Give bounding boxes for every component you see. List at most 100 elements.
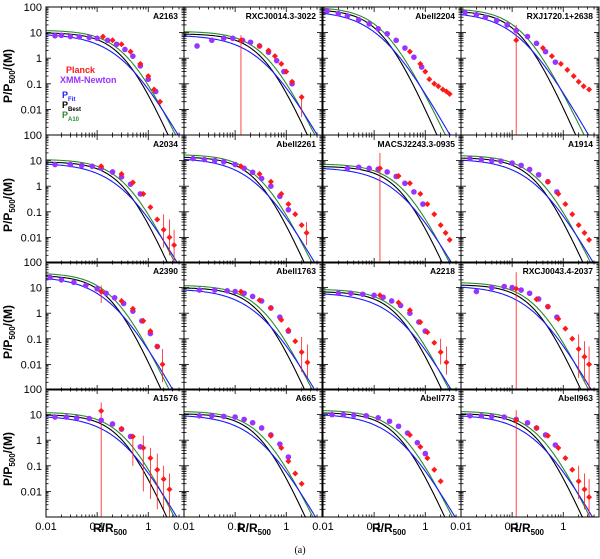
panel-title: RXCJ0043.4-2037 — [523, 266, 594, 276]
panel-frame — [183, 261, 323, 391]
xmm-point — [359, 291, 366, 298]
panel-grid: A2163 0.01 0.1 1 10 100 RXCJ0014.3-3022 Abell22… — [21, 2, 600, 533]
xmm-point — [497, 158, 504, 164]
best-curve — [46, 32, 184, 135]
planck-point — [569, 211, 576, 218]
xmm-point — [371, 292, 377, 299]
xmm-point — [220, 158, 227, 165]
planck-point — [437, 349, 444, 356]
xmm-point — [524, 419, 531, 426]
panel-title: Abell2204 — [415, 11, 455, 21]
y-tick-label: 100 — [24, 257, 42, 269]
panel-title: RXCJ0014.3-3022 — [246, 11, 317, 21]
xmm-point — [526, 166, 533, 173]
planck-point — [118, 425, 125, 432]
panel-title: Abell963 — [558, 393, 593, 403]
planck-point — [431, 211, 438, 218]
planck-point — [406, 180, 413, 187]
xmm-point — [201, 156, 208, 163]
xmm-point — [220, 35, 227, 42]
xmm-point — [224, 287, 231, 294]
best-curve — [323, 10, 461, 135]
legend-pfit: PFit — [62, 90, 75, 103]
planck-point — [555, 444, 562, 451]
xmm-point — [504, 22, 510, 28]
y-tick-label: 1 — [36, 435, 42, 447]
x-axis-label-2: R/R500 — [237, 521, 272, 537]
panel: MACSJ2243.3-0935 — [322, 134, 462, 264]
y-tick-label: 0.01 — [21, 104, 42, 116]
xmm-point — [67, 33, 74, 40]
planck-point — [237, 288, 244, 295]
x-tick-label: 0.1 — [504, 521, 519, 533]
panel-curves — [46, 159, 184, 263]
planck-point — [395, 173, 402, 180]
panel-title: Abell1763 — [276, 266, 316, 276]
xmm-point — [89, 163, 95, 170]
x-axis-label-4: R/R500 — [510, 521, 545, 537]
planck-point — [533, 296, 540, 303]
x-axis-label-1: R/R500 — [93, 521, 128, 537]
xmm-point — [344, 13, 351, 19]
panel-curves — [461, 272, 599, 390]
xmm-point — [524, 33, 531, 40]
planck-point — [285, 201, 292, 208]
fit-curve — [323, 168, 461, 263]
xmm-point — [348, 290, 354, 297]
panel-ticks — [322, 135, 462, 264]
fit-curve — [323, 12, 461, 135]
panel-curves — [184, 31, 322, 135]
panel-curves — [46, 402, 184, 517]
fit-curve — [184, 35, 322, 135]
a10-curve — [46, 273, 184, 390]
xmm-point — [67, 161, 74, 168]
a10-curve — [184, 31, 322, 135]
best-curve — [323, 291, 461, 390]
xmm-point — [58, 32, 65, 39]
planck-point — [376, 165, 383, 172]
panel-ticks — [322, 262, 462, 391]
planck-point — [417, 190, 424, 197]
y-tick-label: 100 — [24, 384, 42, 396]
planck-point — [586, 494, 593, 501]
planck-point — [544, 432, 551, 439]
planck-point — [147, 204, 154, 211]
xmm-point — [340, 411, 347, 418]
panel-frame — [460, 388, 600, 518]
planck-point — [443, 359, 450, 366]
legend-planck: Planck — [66, 65, 96, 75]
planck-point — [555, 315, 562, 322]
xmm-point — [232, 414, 238, 420]
xmm-point — [47, 274, 53, 281]
planck-point — [303, 229, 310, 236]
planck-point — [424, 201, 431, 208]
planck-point — [564, 66, 571, 73]
panel: Abell2204 — [322, 6, 462, 136]
planck-point — [171, 242, 178, 249]
planck-point — [292, 470, 299, 477]
panel: RXJ1720.1+2638 — [460, 6, 600, 136]
planck-point — [298, 94, 305, 101]
planck-point — [562, 455, 569, 462]
panel-title: A1576 — [153, 393, 178, 403]
panel-curves — [46, 30, 184, 135]
x-tick-label: 1 — [560, 521, 566, 533]
planck-point — [562, 325, 569, 332]
y-tick-label: 100 — [24, 130, 42, 142]
panel-title: A1914 — [568, 139, 593, 149]
planck-point — [129, 179, 136, 186]
xmm-point — [366, 165, 372, 172]
best-curve — [461, 284, 599, 390]
panel-curves — [184, 411, 322, 517]
planck-point — [437, 478, 444, 485]
a10-curve — [323, 163, 461, 263]
planck-point — [154, 216, 161, 223]
xmm-point — [350, 412, 357, 418]
xmm-point — [241, 416, 247, 423]
panel-curves — [323, 152, 461, 263]
planck-point — [539, 45, 546, 52]
panel: A2390 0.01 0.1 1 10 100 — [21, 257, 185, 391]
planck-point — [278, 316, 285, 323]
planck-point — [426, 76, 433, 83]
planck-point — [446, 236, 453, 243]
